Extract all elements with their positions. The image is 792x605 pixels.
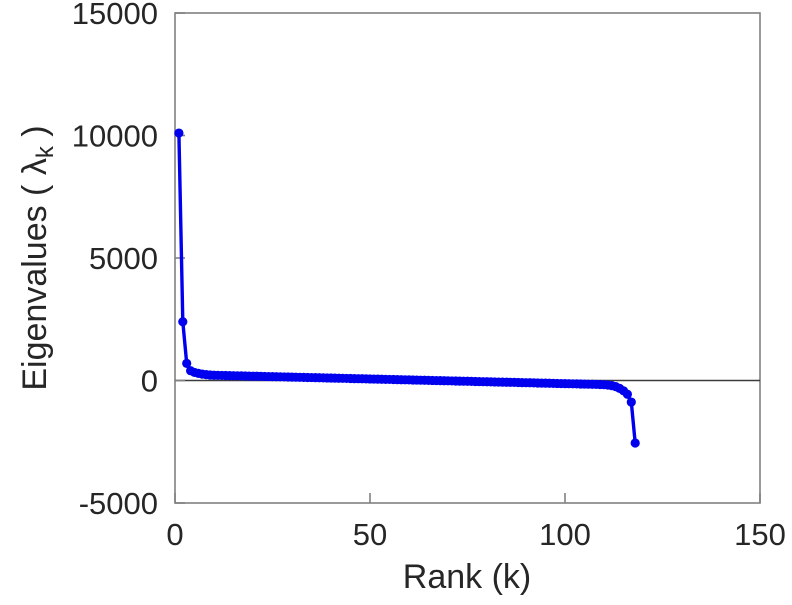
x-tick-label: 0 <box>166 517 183 552</box>
x-tick-label: 50 <box>353 517 387 552</box>
data-point <box>626 397 636 407</box>
data-point <box>622 389 633 399</box>
data-point <box>630 438 640 448</box>
y-axis-label: Eigenvalues ( λk ) <box>16 125 59 390</box>
y-tick-label: -5000 <box>79 486 158 521</box>
plot-border <box>174 12 761 504</box>
series-line <box>177 133 637 444</box>
axes-box <box>174 12 761 504</box>
data-point <box>174 128 184 138</box>
y-tick-label: 0 <box>141 364 158 399</box>
x-axis-label: Rank (k) <box>403 558 531 596</box>
x-tick-label: 150 <box>734 517 786 552</box>
axis-ticks <box>174 12 761 504</box>
data-series <box>174 128 640 448</box>
x-tick-label: 100 <box>539 517 591 552</box>
data-point <box>182 358 192 368</box>
data-point <box>178 317 188 327</box>
y-tick-label: 15000 <box>72 0 158 31</box>
y-tick-label: 5000 <box>89 241 158 276</box>
y-tick-label: 10000 <box>72 119 158 154</box>
